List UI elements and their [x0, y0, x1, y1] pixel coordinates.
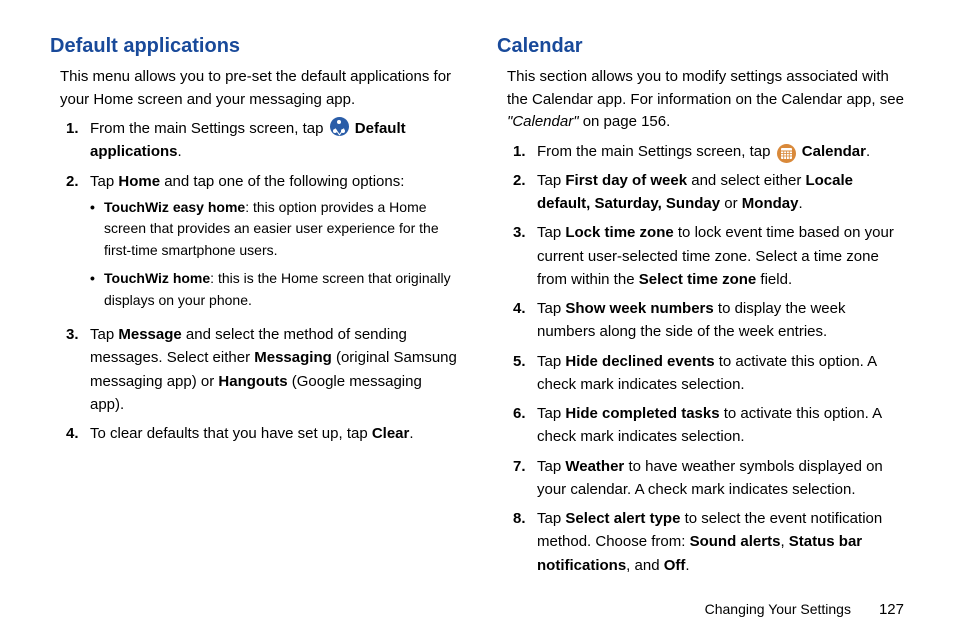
- step-item: 8.Tap Select alert type to select the ev…: [507, 507, 904, 577]
- step-item: 4.To clear defaults that you have set up…: [60, 422, 457, 445]
- right-column: Calendar This section allows you to modi…: [497, 35, 904, 583]
- intro-calendar: This section allows you to modify settin…: [507, 66, 904, 134]
- step-item: 6.Tap Hide completed tasks to activate t…: [507, 402, 904, 449]
- step-item: 3.Tap Lock time zone to lock event time …: [507, 221, 904, 291]
- sub-item: •TouchWiz home: this is the Home screen …: [90, 268, 457, 311]
- step-item: 1.From the main Settings screen, tap Def…: [60, 117, 457, 164]
- sub-list: •TouchWiz easy home: this option provide…: [90, 197, 457, 311]
- sub-body: TouchWiz easy home: this option provides…: [104, 197, 457, 262]
- steps-calendar: 1.From the main Settings screen, tap Cal…: [507, 140, 904, 577]
- step-item: 1.From the main Settings screen, tap Cal…: [507, 140, 904, 163]
- page-footer: Changing Your Settings 127: [705, 601, 904, 618]
- step-number: 4.: [507, 297, 537, 344]
- step-body: Tap Message and select the method of sen…: [90, 323, 457, 416]
- footer-section: Changing Your Settings: [705, 601, 851, 617]
- step-body: Tap Weather to have weather symbols disp…: [537, 455, 904, 502]
- bullet: •: [90, 268, 104, 311]
- intro-default-applications: This menu allows you to pre-set the defa…: [60, 66, 457, 111]
- steps-default-applications: 1.From the main Settings screen, tap Def…: [60, 117, 457, 445]
- heading-default-applications: Default applications: [50, 35, 457, 58]
- bullet: •: [90, 197, 104, 262]
- step-number: 3.: [60, 323, 90, 416]
- step-number: 1.: [507, 140, 537, 163]
- step-number: 8.: [507, 507, 537, 577]
- step-body: From the main Settings screen, tap Calen…: [537, 140, 904, 163]
- left-column: Default applications This menu allows yo…: [50, 35, 457, 583]
- step-number: 7.: [507, 455, 537, 502]
- step-body: To clear defaults that you have set up, …: [90, 422, 457, 445]
- step-item: 2.Tap Home and tap one of the following …: [60, 170, 457, 318]
- step-number: 4.: [60, 422, 90, 445]
- step-item: 5.Tap Hide declined events to activate t…: [507, 350, 904, 397]
- step-number: 5.: [507, 350, 537, 397]
- page-columns: Default applications This menu allows yo…: [50, 35, 904, 583]
- footer-page-number: 127: [879, 601, 904, 618]
- step-number: 6.: [507, 402, 537, 449]
- step-body: Tap Select alert type to select the even…: [537, 507, 904, 577]
- step-number: 1.: [60, 117, 90, 164]
- step-number: 3.: [507, 221, 537, 291]
- step-body: Tap Lock time zone to lock event time ba…: [537, 221, 904, 291]
- step-body: Tap Hide completed tasks to activate thi…: [537, 402, 904, 449]
- step-body: From the main Settings screen, tap Defau…: [90, 117, 457, 164]
- step-number: 2.: [60, 170, 90, 318]
- calendar-icon: [777, 144, 796, 163]
- heading-calendar: Calendar: [497, 35, 904, 58]
- step-body: Tap Hide declined events to activate thi…: [537, 350, 904, 397]
- step-number: 2.: [507, 169, 537, 216]
- step-body: Tap Show week numbers to display the wee…: [537, 297, 904, 344]
- sub-body: TouchWiz home: this is the Home screen t…: [104, 268, 457, 311]
- default-apps-icon: [330, 117, 349, 136]
- sub-item: •TouchWiz easy home: this option provide…: [90, 197, 457, 262]
- step-body: Tap First day of week and select either …: [537, 169, 904, 216]
- step-item: 7.Tap Weather to have weather symbols di…: [507, 455, 904, 502]
- step-item: 4.Tap Show week numbers to display the w…: [507, 297, 904, 344]
- step-item: 2.Tap First day of week and select eithe…: [507, 169, 904, 216]
- step-body: Tap Home and tap one of the following op…: [90, 170, 457, 318]
- step-item: 3.Tap Message and select the method of s…: [60, 323, 457, 416]
